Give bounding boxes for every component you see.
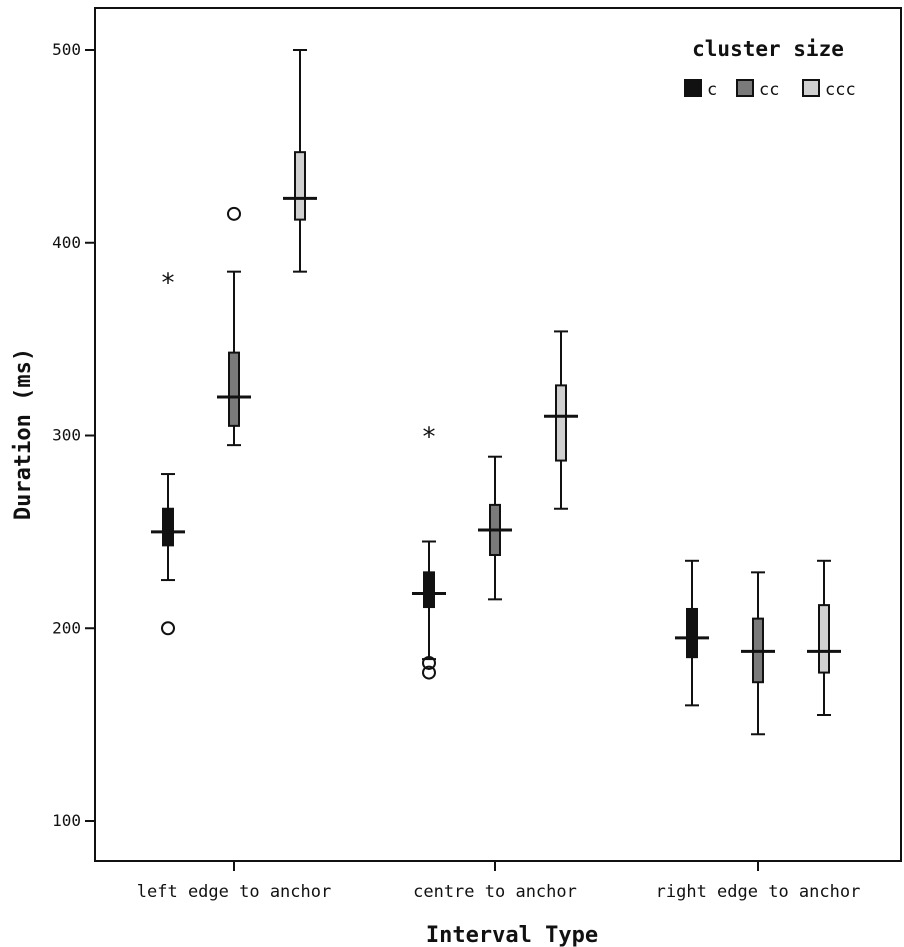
legend-title: cluster size: [692, 37, 844, 61]
y-tick-label: 400: [52, 233, 81, 252]
y-tick-label: 200: [52, 618, 81, 637]
box-ccc-1: [283, 49, 317, 273]
legend-swatch-ccc: [802, 79, 820, 97]
legend-label-ccc: ccc: [825, 80, 856, 100]
box-ccc-2: [544, 330, 578, 510]
box-iqr: [162, 507, 174, 547]
outlier-circle: [161, 621, 175, 636]
y-tick-label: 500: [52, 40, 81, 59]
box-iqr: [294, 151, 306, 221]
legend-label-cc: cc: [759, 80, 779, 100]
legend-entries: c cc ccc: [684, 79, 856, 100]
legend-swatch-c: [684, 79, 702, 97]
y-axis-title: Duration (ms): [11, 348, 36, 520]
legend: cluster size c cc ccc: [684, 37, 856, 100]
box-cc-3: [741, 571, 775, 736]
extreme-outlier-star: *: [423, 423, 436, 453]
legend-label-c: c: [707, 80, 717, 100]
y-axis-ticks: 100 200 300 400 500: [52, 40, 95, 830]
outlier-circle: [422, 655, 436, 670]
x-axis-title: Interval Type: [426, 923, 598, 947]
box-iqr: [423, 571, 435, 609]
outlier-circle: [227, 206, 241, 221]
box-iqr: [686, 607, 698, 659]
box-iqr: [818, 604, 830, 674]
x-axis-ticks: left edge to anchor centre to anchor right…: [137, 861, 861, 902]
box-cc-2: [478, 455, 512, 601]
y-tick-label: 100: [52, 811, 81, 830]
x-category-label: right edge to anchor: [656, 882, 861, 902]
x-category-label: left edge to anchor: [137, 882, 331, 902]
box-c-1: *: [151, 268, 185, 636]
box-cc-1: [217, 206, 251, 447]
box-c-2: *: [412, 423, 446, 680]
box-series: **: [151, 49, 841, 736]
y-tick-label: 300: [52, 426, 81, 445]
plot-area-frame: [94, 7, 902, 862]
outlier-circle: [422, 665, 436, 680]
box-iqr: [228, 351, 240, 427]
box-c-3: [675, 559, 709, 707]
legend-swatch-cc: [736, 79, 754, 97]
extreme-outlier-star: *: [162, 268, 175, 298]
x-category-label: centre to anchor: [413, 882, 577, 902]
box-ccc-3: [807, 559, 841, 716]
box-iqr: [555, 384, 567, 462]
